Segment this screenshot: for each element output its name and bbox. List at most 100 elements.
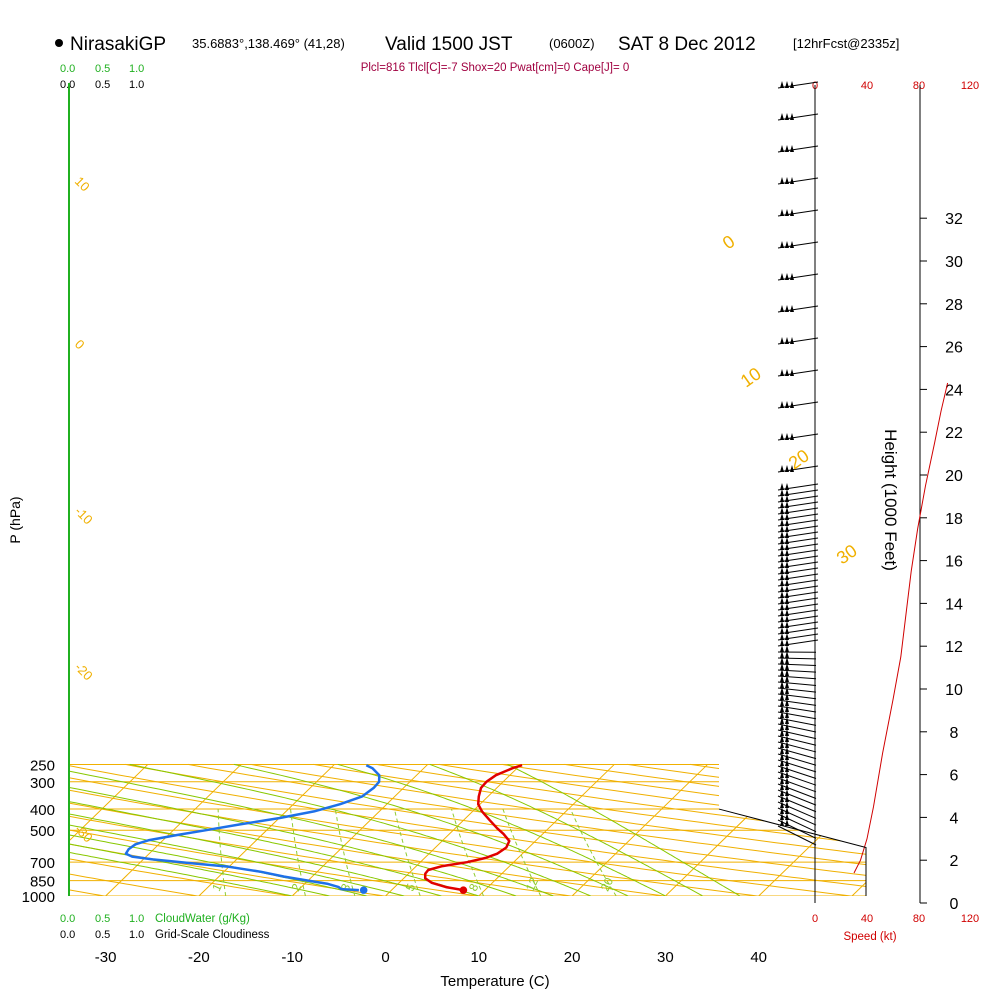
wind-barb	[777, 753, 817, 773]
moist-adiabat	[69, 763, 293, 896]
height-tick-label: 20	[945, 468, 963, 485]
dry-adiabat	[69, 763, 758, 896]
mixing-ratio-line	[502, 808, 542, 896]
wind-barb	[777, 573, 819, 581]
pressure-tick-label: 250	[30, 757, 55, 774]
dry-adiabat	[69, 763, 291, 896]
wind-barb	[777, 807, 817, 833]
wind-barb	[777, 639, 819, 647]
cloud-scale-top-green-0: 0.0	[60, 63, 75, 75]
dry-adiabat-label: 0	[719, 231, 739, 253]
isotherm-label: 0	[72, 337, 88, 353]
height-tick-label: 28	[945, 297, 963, 314]
cloud-scale-bottom-black-1: 0.5	[95, 929, 110, 941]
height-tick-label: 14	[945, 596, 963, 613]
forecast-run: [12hrFcst@2335z]	[793, 36, 899, 51]
dewpoint-curve	[124, 764, 381, 892]
moist-adiabat	[129, 763, 591, 896]
station-marker-icon	[55, 39, 63, 47]
wind-barb	[777, 337, 819, 345]
dry-adiabat-label: 30	[833, 540, 861, 568]
dry-adiabat	[0, 764, 11, 896]
cloud-scale-top-black-0: 0.0	[60, 79, 75, 91]
wind-barb	[777, 795, 817, 819]
pressure-tick-label: 850	[30, 874, 55, 891]
wind-barb	[777, 723, 817, 740]
cloud-scale-bottom-black-0: 0.0	[60, 929, 75, 941]
dry-adiabat	[187, 763, 866, 896]
wind-barb	[777, 241, 819, 249]
pressure-tick-label: 500	[30, 823, 55, 840]
isotherm-label: -20	[72, 660, 96, 684]
isotherm-line	[105, 764, 242, 896]
wind-barb	[777, 603, 819, 611]
wind-barb	[777, 579, 819, 587]
moist-adiabat	[337, 763, 666, 896]
wind-barb	[777, 525, 819, 533]
speed-tick-bottom-0: 0	[812, 913, 818, 925]
moist-adiabat	[69, 763, 405, 896]
wind-barb	[777, 711, 817, 726]
y-axis-title: P (hPa)	[7, 496, 23, 543]
mixing-ratio-label: 20	[598, 875, 616, 893]
temperature-tick-label: -20	[188, 949, 210, 966]
temperature-tick-label: 30	[657, 949, 674, 966]
height-tick-label: 26	[945, 340, 963, 357]
sounding-curves: 1 2 3 5 8 12 20	[124, 764, 616, 894]
wind-barb	[777, 113, 819, 121]
dry-adiabat	[69, 763, 866, 896]
wind-barb	[777, 765, 817, 786]
wind-barb	[777, 531, 819, 539]
wind-barb	[777, 735, 817, 753]
wind-barb	[777, 177, 819, 185]
dry-adiabat	[69, 763, 198, 896]
wind-barb	[777, 681, 817, 693]
wind-barb	[777, 729, 817, 746]
wind-barb	[777, 483, 819, 491]
cloud-scale-bottom-green-2: 1.0	[129, 913, 144, 925]
wind-barb	[777, 401, 819, 409]
temperature-tick-label: 0	[381, 949, 389, 966]
height-tick-label: 16	[945, 554, 963, 571]
dry-adiabat	[376, 763, 866, 896]
surface-temperature-dot	[459, 886, 468, 894]
dry-adiabat	[250, 763, 866, 896]
cloud-scale-top-green-1: 0.5	[95, 63, 110, 75]
dry-adiabat-label: 10	[737, 363, 765, 391]
pressure-tick-label: 400	[30, 802, 55, 819]
mixing-ratio-label: 1	[209, 881, 225, 893]
isotherm-line	[198, 764, 335, 896]
axes: 100-10-20-300102030250300400500700850100…	[22, 83, 867, 966]
dry-adiabat	[69, 763, 478, 896]
moist-adiabat	[233, 763, 629, 896]
wind-barb	[777, 209, 819, 217]
cloud-scale-bottom-green-0: 0.0	[60, 913, 75, 925]
pressure-tick-label: 300	[30, 775, 55, 792]
moist-adiabat	[69, 763, 367, 896]
height-tick-label: 32	[945, 211, 963, 228]
speed-tick-top-2: 80	[913, 80, 925, 92]
forecast-date: SAT 8 Dec 2012	[618, 34, 756, 55]
dry-adiabat	[69, 763, 851, 896]
wind-barb	[777, 489, 819, 497]
mixing-ratio-label: 12	[523, 875, 541, 893]
wind-barb	[777, 651, 817, 660]
speed-tick-bottom-2: 80	[913, 913, 925, 925]
wind-barb	[777, 507, 819, 515]
wind-barb	[777, 663, 817, 673]
height-tick-label: 4	[950, 810, 959, 827]
dry-adiabat	[878, 764, 1000, 896]
temperature-tick-label: 20	[564, 949, 581, 966]
wind-barb	[777, 699, 817, 713]
isotherm-label: -10	[72, 504, 96, 528]
temperature-tick-label: 40	[750, 949, 767, 966]
wind-barb	[777, 597, 819, 605]
height-tick-label: 30	[945, 254, 963, 271]
station-coords: 35.6883°,138.469° (41,28)	[192, 36, 345, 51]
wind-barb	[777, 759, 817, 780]
wind-barb	[777, 591, 819, 599]
wind-barb	[777, 519, 819, 527]
wind-barb	[777, 495, 819, 503]
